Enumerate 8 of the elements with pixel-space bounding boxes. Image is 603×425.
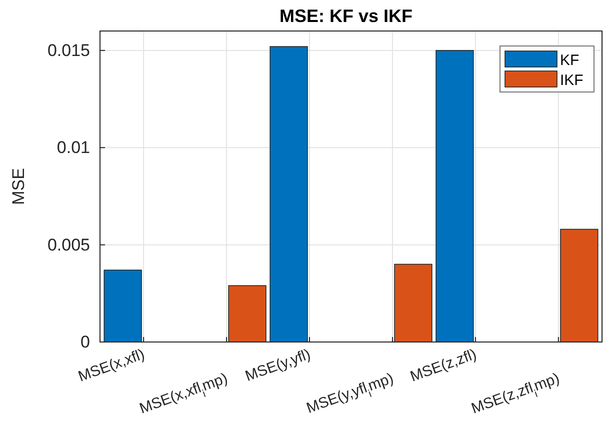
legend-label: IKF [560,72,584,89]
chart-title: MSE: KF vs IKF [279,6,413,26]
y-tick-label: 0.005 [47,235,90,254]
y-tick-label: 0 [80,332,90,352]
legend-label: KF [560,52,580,69]
y-axis-title: MSE [9,168,28,205]
y-tick-label: 0.01 [56,138,90,158]
y-tick-label: 0.015 [47,40,90,60]
